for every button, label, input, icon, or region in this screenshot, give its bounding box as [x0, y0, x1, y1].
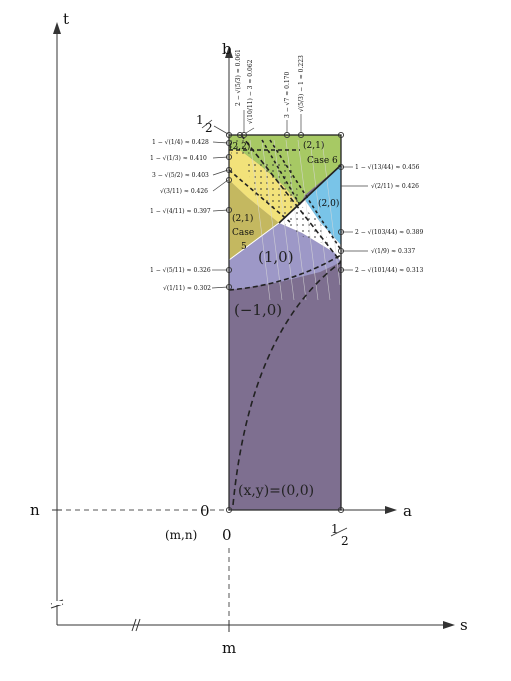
right-label-3: 2 − √(103/44) ≈ 0.389: [355, 229, 423, 236]
origin-label: (m,n): [165, 528, 197, 542]
left-label-4: √(3/11) ≈ 0.426: [160, 188, 208, 195]
region-label-case5-num: 5: [241, 242, 247, 252]
regions: [229, 135, 341, 510]
inner-vertical-axis-label: b: [222, 40, 232, 58]
region-label-10: (1,0): [258, 248, 294, 266]
left-label-6: 1 − √(5/11) ≈ 0.326: [150, 267, 211, 274]
region-label-case6: Case 6: [307, 156, 338, 166]
region-blue: [305, 165, 341, 245]
region-label-21-left: (2,1): [232, 213, 253, 224]
marker-circles: [225, 131, 345, 514]
zero-y-label: 0: [200, 502, 210, 520]
left-label-5: 1 − √(4/11) ≈ 0.397: [150, 208, 211, 215]
left-label-2: 1 − √(1/3) ≈ 0.410: [150, 155, 207, 162]
region-label-21-top: (2,1): [303, 140, 324, 151]
inner-axes: [225, 46, 397, 514]
n-label: n: [30, 501, 40, 519]
region-label-22: (2,2): [229, 141, 250, 152]
left-label-7: √(1/11) ≈ 0.302: [163, 285, 211, 292]
half-b-numerator: 1: [196, 113, 204, 127]
boundary-curves: [228, 134, 342, 506]
outer-horizontal-axis-label: s: [460, 616, 468, 634]
region-olive: [229, 180, 279, 260]
top-label-3: 3 − √7 ≈ 0.170: [284, 71, 291, 118]
inner-horizontal-axis-label: a: [403, 502, 412, 520]
left-label-1: 1 − √(1/4) ≈ 0.428: [152, 139, 209, 146]
right-label-5: 2 − √(101/44) ≈ 0.313: [355, 267, 423, 274]
right-label-2: √(2/11) ≈ 0.426: [371, 183, 419, 190]
top-label-1: 2 − √(5/3) ≈ 0.061: [235, 49, 242, 106]
right-label-1: 1 − √(13/44) ≈ 0.456: [355, 164, 420, 171]
outer-axes: [50, 22, 455, 632]
region-label-case5-word: Case: [232, 228, 254, 238]
half-x-numerator: 1: [331, 522, 339, 536]
half-b-denominator: 2: [205, 121, 213, 135]
right-label-4: √(1/9) ≈ 0.337: [371, 248, 415, 255]
region-label-20: (2,0): [318, 198, 339, 209]
left-labels: 1 − √(1/4) ≈ 0.428 1 − √(1/3) ≈ 0.410 3 …: [150, 139, 229, 292]
region-label-minus10: (−1,0): [234, 301, 282, 319]
region-label-00: (x,y)=(0,0): [238, 483, 314, 499]
left-label-3: 3 − √(5/2) ≈ 0.403: [152, 172, 209, 179]
top-label-2: √(10/11) − 3 ≈ 0.062: [247, 59, 254, 124]
right-labels: 1 − √(13/44) ≈ 0.456 √(2/11) ≈ 0.426 2 −…: [341, 164, 423, 274]
m-label: m: [222, 639, 236, 657]
outer-vertical-axis-label: t: [63, 10, 69, 28]
zero-x-label: 0: [222, 526, 232, 544]
top-label-4: √(5/3) − 1 ≈ 0.223: [298, 55, 305, 112]
half-x-denominator: 2: [341, 534, 349, 548]
